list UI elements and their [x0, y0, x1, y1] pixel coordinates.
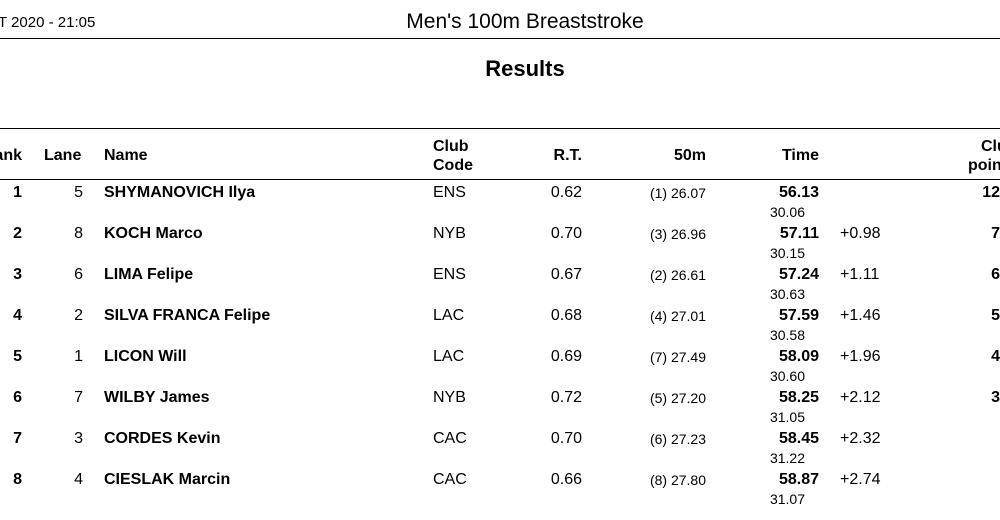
club-points-cell: 12: [982, 184, 1000, 201]
lane-cell: 5: [74, 184, 83, 201]
swimmer-name: SHYMANOVICH Ilya: [104, 184, 256, 201]
lane-cell: 1: [74, 348, 83, 365]
reaction-time-cell: 0.68: [550, 307, 582, 324]
swimmer-name: LIMA Felipe: [104, 266, 194, 283]
time-behind-cell: +1.96: [840, 348, 881, 365]
second-split-cell: 30.63: [769, 286, 805, 302]
club-code-cell: LAC: [433, 348, 465, 365]
club-code-cell: NYB: [433, 225, 466, 242]
rank-cell: 7: [13, 430, 22, 447]
column-header-reaction-time: R.T.: [553, 147, 582, 164]
final-time-cell: 57.59: [778, 307, 819, 324]
lane-cell: 6: [74, 266, 83, 283]
column-header-rank: ank: [0, 147, 22, 164]
time-behind-cell: +2.32: [840, 430, 881, 447]
second-split-cell: 30.60: [769, 368, 805, 384]
rank-cell: 2: [13, 225, 22, 242]
split-50m-cell: (5) 27.20: [649, 390, 706, 406]
club-points-cell: 4: [991, 348, 1000, 365]
final-time-cell: 58.45: [778, 430, 819, 447]
final-time-cell: 57.11: [779, 225, 819, 242]
reaction-time-cell: 0.69: [550, 348, 582, 365]
lane-cell: 3: [74, 430, 83, 447]
split-50m-cell: (3) 26.96: [649, 226, 706, 242]
final-time-cell: 56.13: [778, 184, 819, 201]
column-header-club-points-line2: poin: [968, 157, 1000, 174]
club-code-cell: ENS: [433, 266, 466, 283]
rank-cell: 4: [13, 307, 22, 324]
lane-cell: 2: [74, 307, 83, 324]
swimmer-name: WILBY James: [104, 389, 210, 406]
rank-cell: 3: [13, 266, 22, 283]
split-50m-cell: (6) 27.23: [649, 431, 706, 447]
club-points-cell: 5: [991, 307, 1000, 324]
table-top-rule: [0, 128, 1000, 129]
second-split-cell: 30.58: [769, 327, 805, 343]
split-50m-cell: (1) 26.07: [649, 185, 706, 201]
reaction-time-cell: 0.70: [550, 430, 582, 447]
final-time-cell: 58.87: [778, 471, 819, 488]
split-50m-cell: (4) 27.01: [649, 308, 706, 324]
swimmer-name: CORDES Kevin: [104, 430, 221, 447]
header-divider: [0, 38, 1000, 39]
column-header-name: Name: [104, 147, 148, 164]
lane-cell: 7: [74, 389, 83, 406]
lane-cell: 8: [74, 225, 83, 242]
swimmer-name: CIESLAK Marcin: [104, 471, 231, 488]
rank-cell: 5: [13, 348, 22, 365]
section-title: Results: [485, 56, 565, 81]
swimmer-name: SILVA FRANCA Felipe: [104, 307, 271, 324]
second-split-cell: 30.15: [769, 245, 805, 261]
time-behind-cell: +1.11: [840, 266, 880, 283]
split-50m-cell: (7) 27.49: [649, 349, 706, 365]
column-header-club-code-line1: Club: [433, 138, 469, 155]
club-points-cell: 3: [991, 389, 1000, 406]
club-code-cell: NYB: [433, 389, 466, 406]
reaction-time-cell: 0.70: [550, 225, 582, 242]
second-split-cell: 30.06: [769, 204, 805, 220]
rank-cell: 6: [13, 389, 22, 406]
split-50m-cell: (8) 27.80: [649, 472, 706, 488]
club-points-cell: 6: [991, 266, 1000, 283]
reaction-time-cell: 0.66: [550, 471, 582, 488]
club-points-cell: 7: [991, 225, 1000, 242]
reaction-time-cell: 0.72: [550, 389, 582, 406]
column-header-club-points-line1: Clu: [981, 138, 1000, 155]
split-50m-cell: (2) 26.61: [649, 267, 706, 283]
final-time-cell: 58.25: [778, 389, 819, 406]
rank-cell: 1: [13, 184, 22, 201]
event-date-time: T 2020 - 21:05: [0, 14, 96, 31]
lane-cell: 4: [74, 471, 83, 488]
reaction-time-cell: 0.62: [550, 184, 582, 201]
column-header-50m: 50m: [673, 147, 706, 164]
reaction-time-cell: 0.67: [550, 266, 582, 283]
second-split-cell: 31.05: [769, 409, 805, 425]
time-behind-cell: +0.98: [840, 225, 881, 242]
column-header-lane: Lane: [44, 147, 82, 164]
second-split-cell: 31.22: [769, 450, 805, 466]
time-behind-cell: +2.74: [840, 471, 881, 488]
final-time-cell: 57.24: [778, 266, 819, 283]
column-header-club-code-line2: Code: [433, 157, 473, 174]
swimmer-name: KOCH Marco: [104, 225, 203, 242]
event-title: Men's 100m Breaststroke: [406, 10, 644, 33]
column-header-time: Time: [781, 147, 819, 164]
club-code-cell: ENS: [433, 184, 466, 201]
club-code-cell: CAC: [433, 430, 467, 447]
table-header-rule: [0, 179, 1000, 180]
second-split-cell: 31.07: [769, 491, 805, 507]
time-behind-cell: +2.12: [840, 389, 881, 406]
swimmer-name: LICON Will: [104, 348, 187, 365]
club-code-cell: LAC: [433, 307, 465, 324]
final-time-cell: 58.09: [778, 348, 819, 365]
club-code-cell: CAC: [433, 471, 467, 488]
rank-cell: 8: [13, 471, 22, 488]
time-behind-cell: +1.46: [840, 307, 881, 324]
